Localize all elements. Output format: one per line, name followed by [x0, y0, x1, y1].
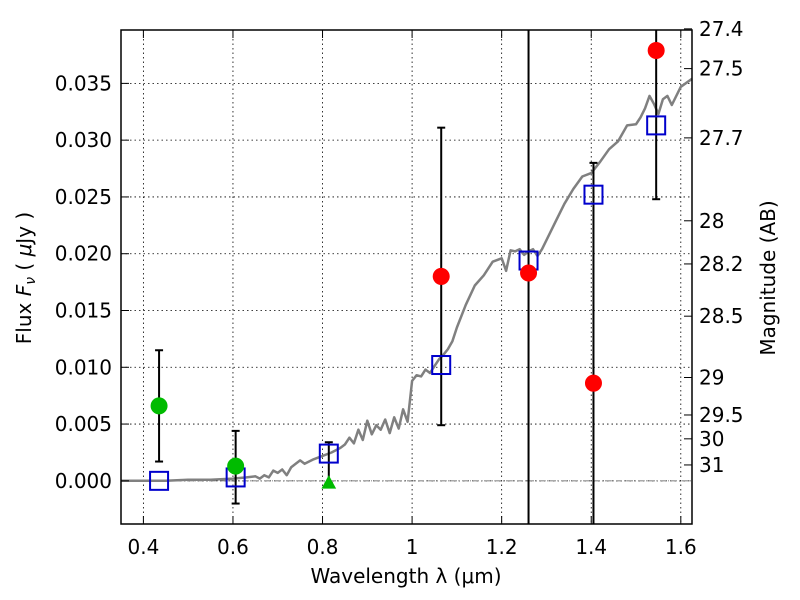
x-tick-label: 1.4	[575, 535, 607, 559]
y2-tick-label: 27.4	[699, 17, 744, 41]
x-tick-labels: 0.4 0.6 0.8 1 1.2 1.4 1.6	[127, 535, 696, 559]
y-axis-title-post: Jy )	[12, 212, 36, 246]
model-photometry-square	[646, 115, 667, 136]
observed-flux-point	[647, 41, 665, 59]
y2-tick-label: 31	[699, 453, 724, 477]
observed-flux-triangle	[321, 475, 337, 489]
y-tick-label: 0.010	[55, 355, 112, 379]
plot-frame	[120, 29, 693, 525]
y-tick-label: 0.000	[55, 469, 112, 493]
y2-tick-label: 30	[699, 427, 724, 451]
model-photometry-square	[318, 443, 339, 464]
model-spectrum-line	[121, 77, 693, 483]
x-tick-label: 0.6	[217, 535, 249, 559]
observed-flux-point	[432, 267, 450, 285]
y2-tick-label: 28.5	[699, 304, 744, 328]
model-photometry-square	[149, 470, 170, 491]
y-tick-label: 0.035	[55, 71, 112, 95]
y-tick-label: 0.005	[55, 412, 112, 436]
x-axis-title: Wavelength λ (μm)	[310, 564, 501, 588]
tick-marks	[121, 28, 692, 524]
x-tick-label: 1.6	[665, 535, 697, 559]
x-tick-label: 1.2	[486, 535, 518, 559]
x-tick-label: 0.8	[307, 535, 339, 559]
y2-tick-label: 29	[699, 366, 724, 390]
y-axis-title: Flux Fν ( μJy )	[12, 212, 39, 344]
y-tick-label: 0.030	[55, 128, 112, 152]
y-tick-label: 0.015	[55, 299, 112, 323]
y-axis-title-var: F	[12, 284, 36, 296]
observed-flux-point	[150, 397, 168, 415]
plot-area	[121, 30, 693, 524]
observed-flux-point	[227, 457, 245, 475]
grid	[121, 30, 692, 524]
x-tick-label: 1	[406, 535, 419, 559]
y-axis-title-mu: μ	[12, 244, 36, 258]
y-tick-label: 0.025	[55, 185, 112, 209]
y-tick-label: 0.020	[55, 242, 112, 266]
y2-tick-label: 27.7	[699, 126, 744, 150]
observed-flux-point	[520, 264, 538, 282]
y-axis-title-sub: ν	[23, 277, 39, 285]
y-axis-title-pre: Flux	[12, 296, 36, 344]
model-photometry-square	[431, 355, 452, 376]
y-tick-labels: 0.000 0.005 0.010 0.015 0.020 0.025 0.030 0.035	[55, 71, 112, 492]
y2-axis-title: Magnitude (AB)	[756, 200, 780, 355]
y2-tick-label: 29.5	[699, 403, 744, 427]
y-axis-title-mid: (	[12, 256, 36, 277]
observed-flux-point	[584, 374, 602, 392]
y2-tick-label: 28.2	[699, 252, 744, 276]
y2-tick-label: 28	[699, 209, 724, 233]
model-photometry-square	[583, 184, 604, 205]
x-tick-label: 0.4	[127, 535, 159, 559]
y2-tick-label: 27.5	[699, 57, 744, 81]
